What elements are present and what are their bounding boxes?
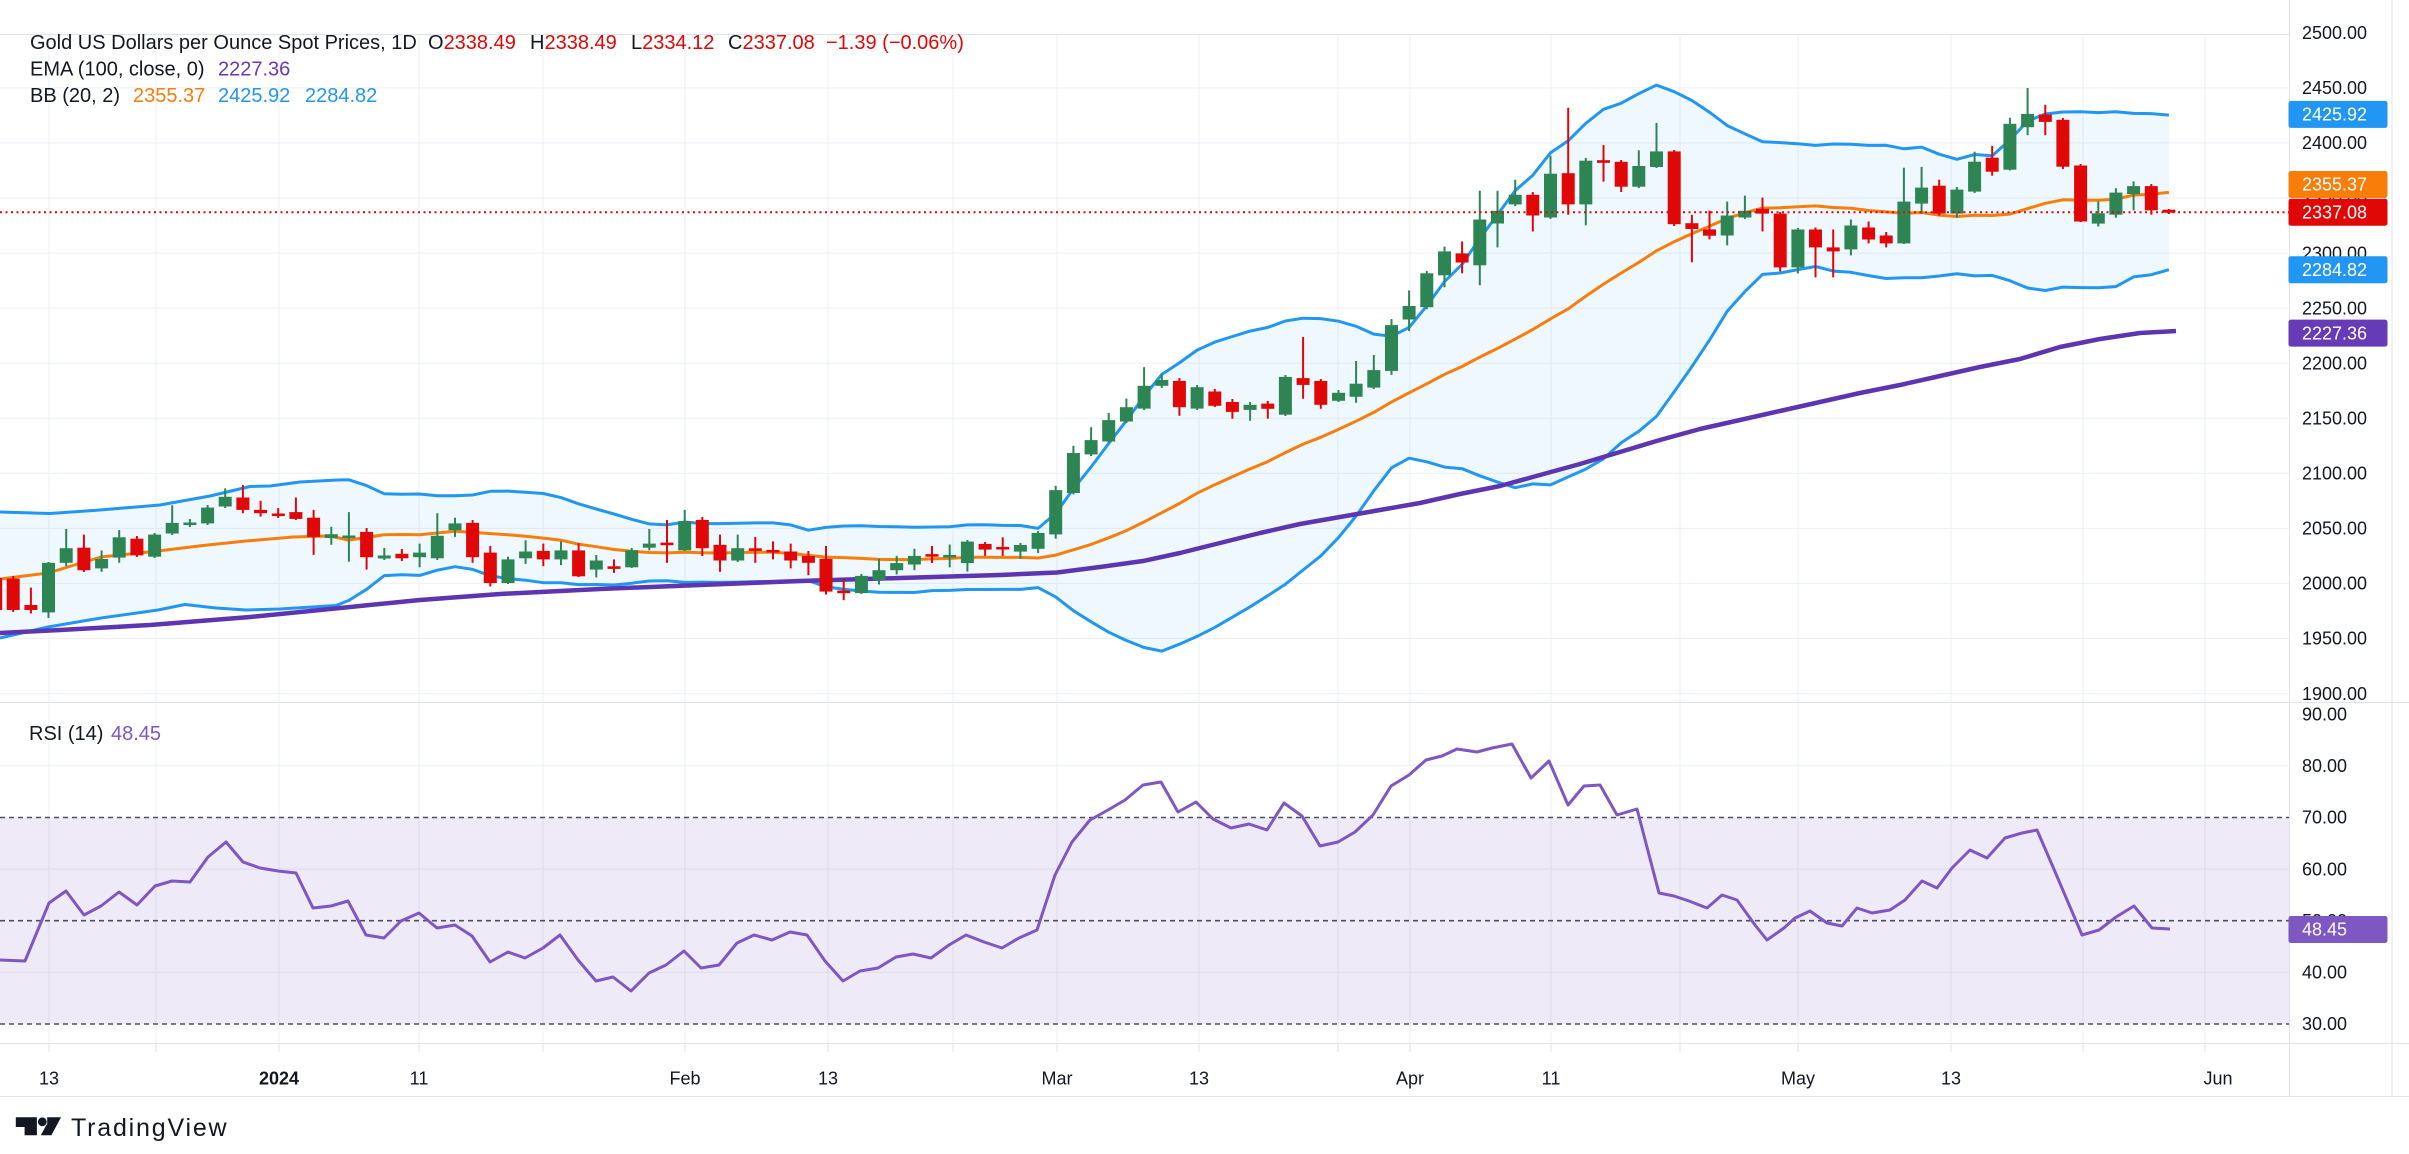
svg-text:2150.00: 2150.00 [2302,409,2367,429]
svg-text:RSI (14): RSI (14) [29,723,103,745]
svg-text:30.00: 30.00 [2302,1014,2347,1034]
svg-text:40.00: 40.00 [2302,963,2347,983]
svg-text:1900.00: 1900.00 [2302,684,2367,704]
svg-text:EMA (100, close, 0): EMA (100, close, 0) [30,59,205,81]
svg-text:11: 11 [1542,1069,1561,1089]
svg-text:−1.39 (−0.06%): −1.39 (−0.06%) [826,32,964,54]
svg-text:2284.82: 2284.82 [305,85,377,107]
svg-text:2000.00: 2000.00 [2302,574,2367,594]
svg-text:TradingView: TradingView [71,1114,228,1142]
svg-text:90.00: 90.00 [2302,704,2347,724]
svg-text:L2334.12: L2334.12 [631,32,714,54]
svg-text:2355.37: 2355.37 [133,85,205,107]
svg-text:2450.00: 2450.00 [2302,78,2367,98]
svg-text:13: 13 [39,1069,59,1089]
svg-text:Apr: Apr [1396,1069,1424,1089]
svg-text:80.00: 80.00 [2302,756,2347,776]
svg-text:2284.82: 2284.82 [2302,260,2367,280]
svg-text:BB (20, 2): BB (20, 2) [30,85,120,107]
svg-text:48.45: 48.45 [2302,920,2347,940]
svg-text:60.00: 60.00 [2302,859,2347,879]
svg-text:2337.08: 2337.08 [2302,202,2367,222]
svg-text:2200.00: 2200.00 [2302,353,2367,373]
svg-text:2250.00: 2250.00 [2302,298,2367,318]
svg-text:13: 13 [818,1069,838,1089]
svg-text:H2338.49: H2338.49 [530,32,617,54]
svg-text:2227.36: 2227.36 [2302,323,2367,343]
svg-text:May: May [1781,1069,1815,1089]
svg-text:2355.37: 2355.37 [2302,175,2367,195]
svg-text:13: 13 [1941,1069,1961,1089]
svg-text:13: 13 [1189,1069,1209,1089]
svg-text:11: 11 [410,1069,429,1089]
svg-text:2100.00: 2100.00 [2302,464,2367,484]
svg-text:2024: 2024 [259,1069,299,1089]
svg-text:O2338.49: O2338.49 [428,32,516,54]
svg-text:C2337.08: C2337.08 [728,32,815,54]
svg-text:2227.36: 2227.36 [218,59,290,81]
svg-text:70.00: 70.00 [2302,808,2347,828]
svg-text:2050.00: 2050.00 [2302,519,2367,539]
svg-text:2425.92: 2425.92 [218,85,290,107]
svg-text:Feb: Feb [669,1069,700,1089]
svg-text:1950.00: 1950.00 [2302,629,2367,649]
svg-text:2425.92: 2425.92 [2302,105,2367,125]
svg-text:48.45: 48.45 [111,723,161,745]
svg-text:Gold US Dollars per Ounce Spot: Gold US Dollars per Ounce Spot Prices, 1… [30,32,417,54]
svg-text:Mar: Mar [1042,1069,1073,1089]
svg-text:Jun: Jun [2203,1069,2232,1089]
svg-text:2500.00: 2500.00 [2302,23,2367,43]
svg-text:2400.00: 2400.00 [2302,133,2367,153]
